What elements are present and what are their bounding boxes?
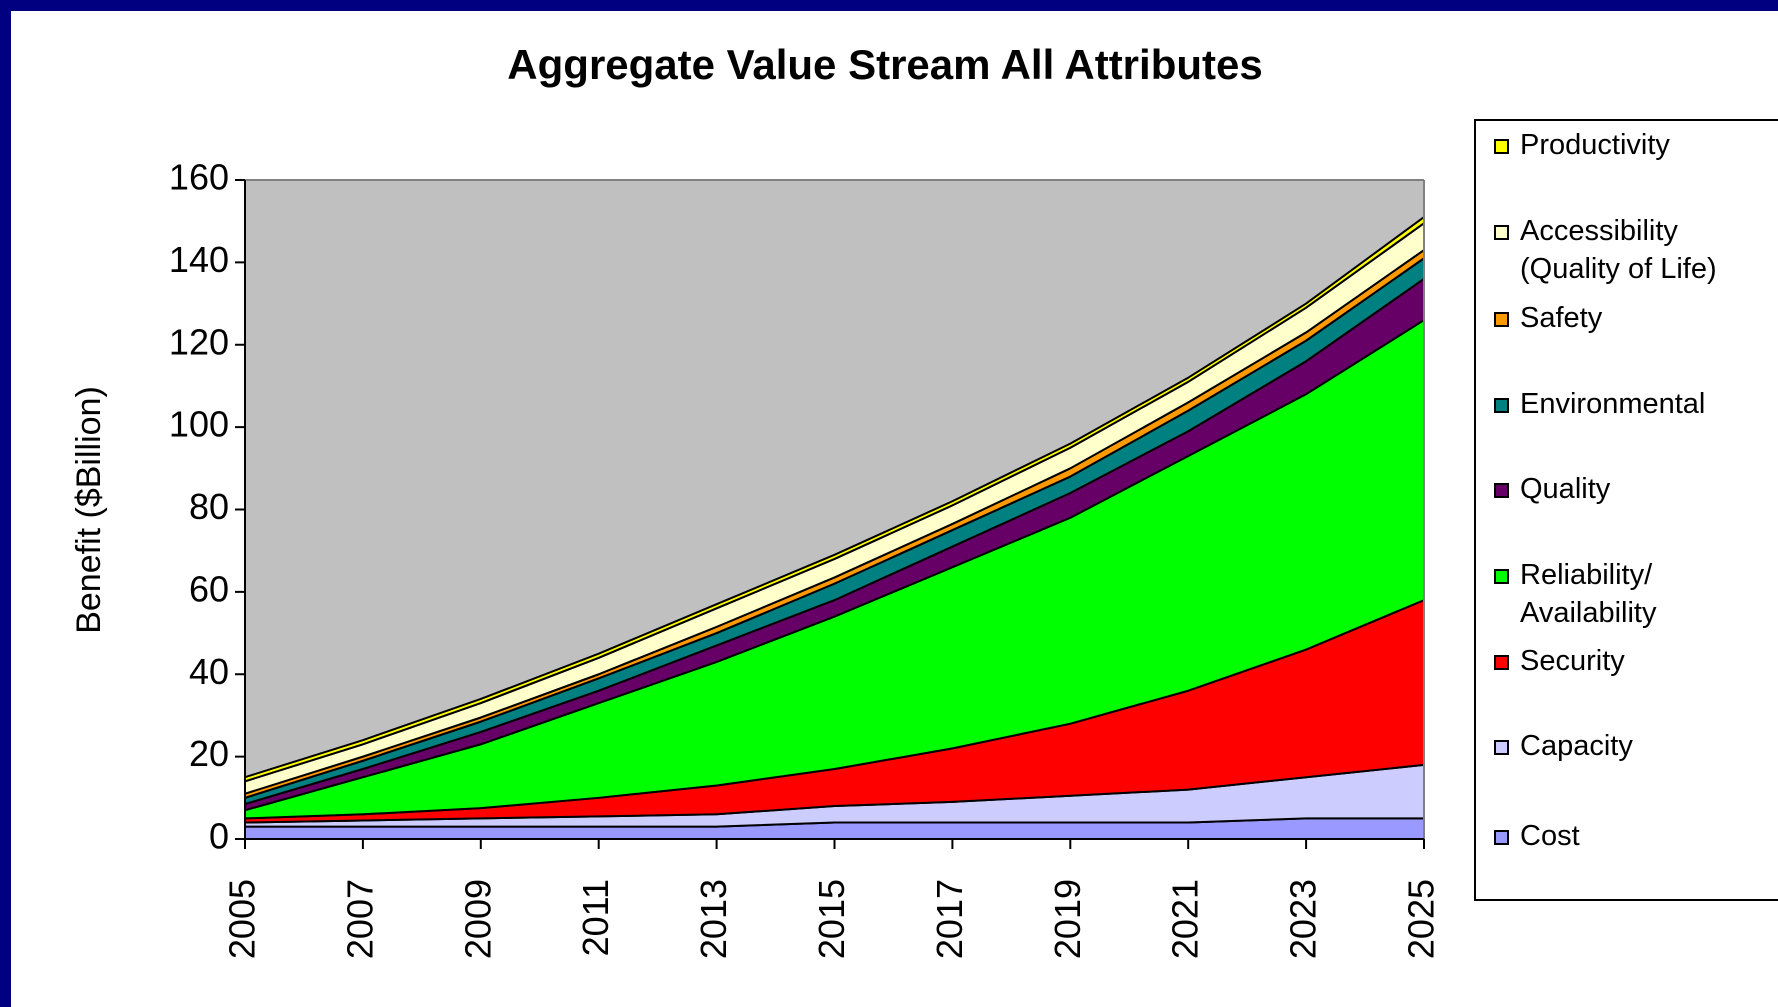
y-tick-label: 0 (209, 816, 229, 857)
legend-item: Capacity (1494, 727, 1750, 765)
legend-swatch (1494, 740, 1509, 755)
y-tick-label: 120 (169, 321, 229, 362)
y-tick-label: 100 (169, 404, 229, 445)
legend-swatch (1494, 225, 1509, 240)
legend-item: Environmental (1494, 385, 1750, 423)
legend-swatch (1494, 830, 1509, 845)
top-bar (0, 0, 1778, 11)
legend-swatch (1494, 312, 1509, 327)
legend-label: Reliability/ Availability (1520, 559, 1657, 629)
legend-item: Safety (1494, 299, 1750, 337)
legend-item: Security (1494, 642, 1750, 680)
x-tick-label: 2017 (929, 879, 970, 959)
legend-item: Cost (1494, 817, 1750, 855)
y-tick-label: 20 (189, 733, 229, 774)
legend-item: Accessibility (Quality of Life) (1494, 212, 1750, 288)
legend-label: Environmental (1520, 388, 1706, 420)
legend-item: Quality (1494, 470, 1750, 508)
x-tick-label: 2023 (1283, 879, 1324, 959)
x-tick-label: 2013 (693, 879, 734, 959)
legend-label: Cost (1520, 820, 1580, 852)
legend-label: Security (1520, 645, 1625, 677)
legend-label: Productivity (1520, 129, 1670, 161)
x-tick-label: 2007 (339, 879, 380, 959)
legend-label: Accessibility (Quality of Life) (1520, 215, 1717, 285)
legend-item: Reliability/ Availability (1494, 556, 1750, 632)
y-tick-label: 140 (169, 239, 229, 280)
y-tick-label: 60 (189, 568, 229, 609)
x-tick-label: 2015 (811, 879, 852, 959)
chart-title: Aggregate Value Stream All Attributes (507, 41, 1262, 88)
legend-label: Quality (1520, 473, 1611, 505)
x-tick-label: 2025 (1401, 879, 1442, 959)
legend: Productivity Accessibility (Quality of Li… (1474, 119, 1778, 901)
legend-swatch (1494, 569, 1509, 584)
x-tick-label: 2019 (1047, 879, 1088, 959)
y-tick-label: 160 (169, 157, 229, 198)
legend-label: Safety (1520, 302, 1603, 334)
legend-swatch (1494, 398, 1509, 413)
legend-swatch (1494, 655, 1509, 670)
legend-item: Productivity (1494, 126, 1750, 164)
y-tick-label: 40 (189, 651, 229, 692)
y-tick-label: 80 (189, 486, 229, 527)
legend-label: Capacity (1520, 730, 1633, 762)
x-tick-label: 2021 (1165, 879, 1206, 959)
x-tick-label: 2011 (575, 879, 616, 956)
legend-swatch (1494, 483, 1509, 498)
legend-swatch (1494, 139, 1509, 154)
left-bar (0, 0, 11, 1007)
x-tick-label: 2009 (457, 879, 498, 959)
x-tick-label: 2005 (222, 879, 263, 959)
y-axis-label: Benefit ($Billion) (70, 386, 108, 634)
